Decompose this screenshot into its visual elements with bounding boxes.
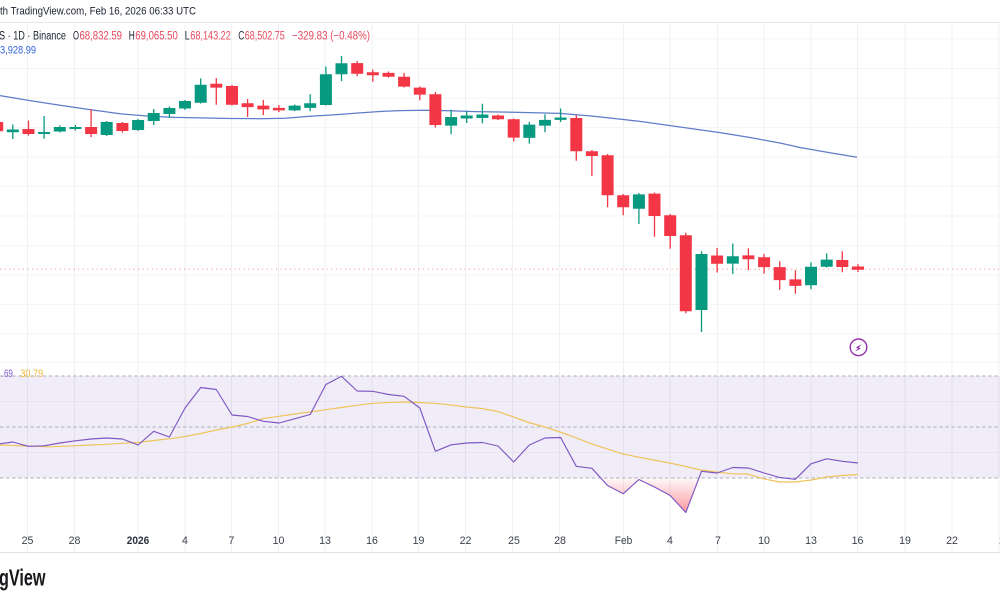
svg-text:68,832.59: 68,832.59 bbox=[80, 30, 123, 42]
svg-text:.69: .69 bbox=[2, 368, 13, 380]
svg-text:28: 28 bbox=[69, 535, 81, 547]
svg-text:13: 13 bbox=[319, 535, 331, 547]
svg-text:S · 1D · Binance: S · 1D · Binance bbox=[0, 30, 66, 42]
svg-text:10: 10 bbox=[273, 535, 285, 547]
svg-text:C: C bbox=[238, 30, 244, 42]
svg-text:25: 25 bbox=[22, 535, 34, 547]
svg-text:Feb: Feb bbox=[615, 535, 633, 547]
svg-text:th TradingView.com, Feb 16, 20: th TradingView.com, Feb 16, 2026 06:33 U… bbox=[0, 5, 196, 17]
svg-text:30.79: 30.79 bbox=[20, 368, 43, 380]
svg-text:3,928.99: 3,928.99 bbox=[0, 45, 36, 57]
svg-text:10: 10 bbox=[758, 535, 770, 547]
svg-text:−329.83 (−0.48%): −329.83 (−0.48%) bbox=[292, 30, 370, 42]
svg-text:7: 7 bbox=[715, 535, 721, 547]
svg-text:28: 28 bbox=[554, 535, 566, 547]
svg-text:68,143.22: 68,143.22 bbox=[190, 30, 231, 42]
svg-text:L: L bbox=[185, 30, 190, 42]
svg-text:19: 19 bbox=[413, 535, 425, 547]
svg-text:22: 22 bbox=[946, 535, 958, 547]
svg-text:16: 16 bbox=[852, 535, 864, 547]
svg-text:13: 13 bbox=[805, 535, 817, 547]
svg-text:O: O bbox=[73, 30, 79, 42]
svg-text:gView: gView bbox=[0, 564, 46, 590]
svg-text:4: 4 bbox=[667, 535, 673, 547]
svg-text:25: 25 bbox=[508, 535, 520, 547]
svg-text:19: 19 bbox=[899, 535, 911, 547]
svg-text:16: 16 bbox=[366, 535, 378, 547]
svg-text:2026: 2026 bbox=[127, 535, 149, 547]
svg-text:69,065.50: 69,065.50 bbox=[135, 30, 178, 42]
svg-text:22: 22 bbox=[460, 535, 472, 547]
svg-text:H: H bbox=[129, 30, 135, 42]
svg-text:4: 4 bbox=[182, 535, 188, 547]
svg-text:7: 7 bbox=[229, 535, 235, 547]
svg-text:68,502.75: 68,502.75 bbox=[245, 30, 285, 42]
